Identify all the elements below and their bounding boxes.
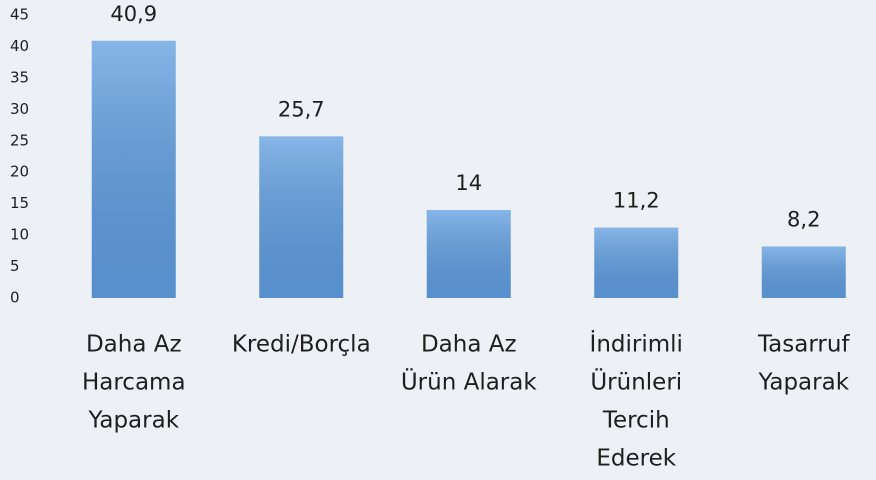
value-label: 40,9 <box>110 2 157 26</box>
x-tick-label: Ederek <box>596 446 676 472</box>
y-tick-label: 15 <box>10 194 29 212</box>
y-tick-label: 20 <box>10 163 29 181</box>
bar-shade <box>426 209 511 298</box>
bar-shade <box>761 246 846 298</box>
x-tick-label: Tasarruf <box>757 332 850 358</box>
y-tick-label: 35 <box>10 68 29 86</box>
y-tick-label: 25 <box>10 131 29 149</box>
x-tick-label: Kredi/Borçla <box>232 332 371 358</box>
x-tick-label: Harcama <box>82 370 186 396</box>
value-label: 25,7 <box>278 97 325 121</box>
x-tick-label: Ürünleri <box>590 368 682 396</box>
x-tick-label: Tercih <box>602 408 670 434</box>
y-tick-label: 0 <box>10 289 20 307</box>
bar-shade <box>259 136 344 298</box>
bar-shade <box>91 40 176 298</box>
y-tick-label: 5 <box>10 257 20 275</box>
y-tick-label: 45 <box>10 6 29 24</box>
value-label: 14 <box>455 171 482 195</box>
x-tick-label: Yaparak <box>757 370 849 396</box>
value-label: 11,2 <box>613 189 660 213</box>
x-tick-label: İndirimli <box>590 330 683 358</box>
bar-shade <box>594 227 679 298</box>
x-tick-label: Yaparak <box>87 408 179 434</box>
y-tick-label: 30 <box>10 100 29 118</box>
x-tick-label: Ürün Alarak <box>401 368 538 396</box>
value-label: 8,2 <box>787 207 820 231</box>
x-tick-label: Daha Az <box>421 332 517 358</box>
y-tick-label: 40 <box>10 37 29 55</box>
y-tick-label: 10 <box>10 226 29 244</box>
x-tick-label: Daha Az <box>86 332 182 358</box>
